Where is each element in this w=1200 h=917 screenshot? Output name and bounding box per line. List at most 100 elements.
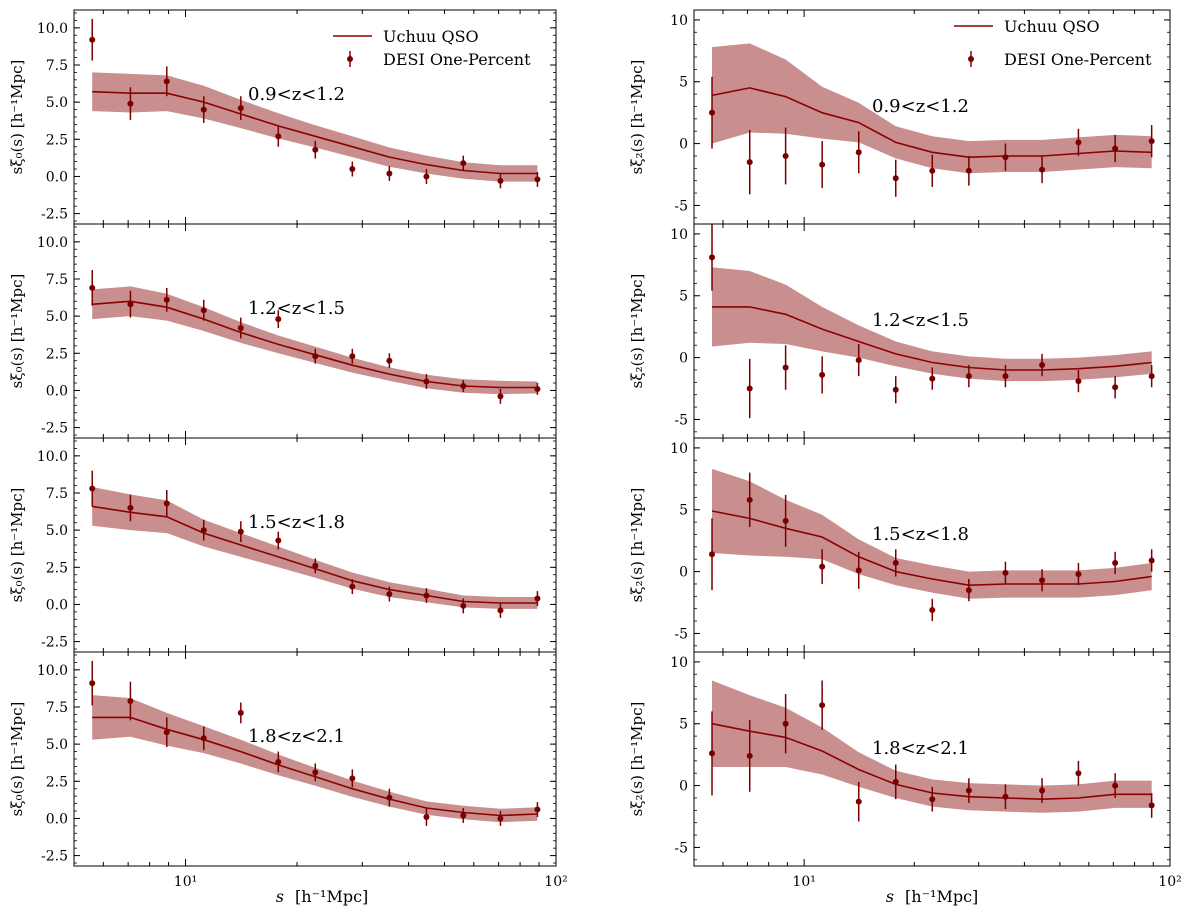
data-point — [163, 729, 170, 736]
data-point — [782, 364, 789, 371]
data-point — [1002, 154, 1009, 161]
data-point — [929, 606, 936, 613]
y-tick-label: -2.5 — [41, 421, 68, 437]
y-axis-label: sξ₀(s) [h⁻¹Mpc] — [8, 488, 26, 603]
data-point — [163, 500, 170, 507]
legend-left: Uchuu QSO DESI One-Percent — [333, 27, 531, 69]
data-point — [855, 567, 862, 574]
legend-model-label: Uchuu QSO — [1004, 17, 1100, 36]
xlabel-right: s [h⁻¹Mpc] — [886, 887, 979, 906]
data-point — [819, 161, 826, 168]
data-point — [746, 752, 753, 759]
y-tick-label: -2.5 — [41, 207, 68, 223]
data-point — [855, 149, 862, 156]
y-tick-label: 10.0 — [37, 235, 68, 251]
data-point — [534, 595, 541, 602]
data-point — [929, 375, 936, 382]
data-point — [237, 325, 244, 332]
data-point — [746, 385, 753, 392]
data-point — [386, 170, 393, 177]
panel-quadrupole-2: -5 0 5 10 1.2<z<1.5 sξ₂(s) [h⁻¹Mpc] — [628, 223, 1171, 439]
xlabel-main: s — [886, 887, 894, 906]
data-point — [892, 386, 899, 393]
panel-monopole-4: -2.5 0.0 2.5 5.0 7.5 10.0 10¹ 10² 1.8<z<2.1 sξ₀(s… — [8, 651, 568, 890]
data-point — [782, 517, 789, 524]
legend-point-swatch — [968, 56, 974, 62]
y-tick-label: 7.5 — [46, 486, 68, 502]
data-point — [275, 316, 282, 323]
data-point — [1039, 787, 1046, 794]
data-point — [746, 159, 753, 166]
panel-frame — [73, 437, 557, 653]
data-point — [534, 806, 541, 813]
data-point — [892, 559, 899, 566]
data-point — [1148, 802, 1155, 809]
data-point — [127, 698, 134, 705]
x-tick-label: 10¹ — [792, 874, 815, 890]
legend-point-swatch — [347, 56, 353, 62]
data-point — [423, 173, 430, 180]
data-point — [534, 176, 541, 183]
data-point — [386, 591, 393, 598]
data-point — [127, 504, 134, 511]
data-point — [460, 812, 467, 819]
data-point — [965, 787, 972, 794]
y-tick-label: -5 — [674, 198, 688, 214]
panel-frame — [73, 223, 557, 439]
y-axis-label: sξ₀(s) [h⁻¹Mpc] — [8, 274, 26, 389]
panels-layer: -2.5 0.0 2.5 5.0 7.5 10.0 0.9<z<1.2 sξ₀(s) [h⁻¹… — [8, 9, 1182, 890]
redshift-label: 1.8<z<2.1 — [872, 738, 969, 759]
panel-monopole-2: -2.5 0.0 2.5 5.0 7.5 10.0 1.2<z<1.5 sξ₀(s) [h⁻¹… — [8, 223, 557, 439]
y-tick-label: 0.0 — [46, 597, 68, 613]
x-tick-label: 10¹ — [174, 874, 197, 890]
y-axis-label: sξ₂(s) [h⁻¹Mpc] — [628, 274, 646, 389]
data-point — [709, 109, 716, 116]
y-tick-label: 5 — [679, 75, 688, 91]
redshift-label: 1.2<z<1.5 — [872, 310, 969, 331]
data-point — [89, 485, 96, 492]
data-point — [1112, 384, 1119, 391]
y-axis-label: sξ₂(s) [h⁻¹Mpc] — [628, 488, 646, 603]
redshift-label: 0.9<z<1.2 — [248, 84, 345, 105]
data-point — [709, 551, 716, 558]
model-band — [712, 43, 1152, 174]
data-point — [163, 296, 170, 303]
y-tick-label: 5.0 — [46, 309, 68, 325]
data-point — [163, 78, 170, 85]
data-point — [237, 709, 244, 716]
data-point — [782, 720, 789, 727]
data-point — [1002, 373, 1009, 380]
model-band — [92, 695, 538, 823]
data-point — [497, 177, 504, 184]
data-point — [1039, 166, 1046, 173]
y-tick-label: 5 — [679, 717, 688, 733]
y-axis-label: sξ₂(s) [h⁻¹Mpc] — [628, 60, 646, 175]
legend-data-label: DESI One-Percent — [383, 50, 531, 69]
data-point — [819, 702, 826, 709]
data-point — [127, 301, 134, 308]
data-point — [200, 106, 207, 113]
panel-frame — [73, 651, 557, 867]
data-point — [497, 393, 504, 400]
svg-text:s [h⁻¹Mpc]: s [h⁻¹Mpc] — [276, 887, 369, 906]
y-tick-label: 10 — [670, 655, 688, 671]
data-point — [1148, 557, 1155, 564]
data-point — [965, 167, 972, 174]
y-tick-label: 5.0 — [46, 737, 68, 753]
data-point — [709, 750, 716, 757]
data-point — [1148, 373, 1155, 380]
data-point — [1002, 793, 1009, 800]
data-point — [89, 680, 96, 687]
data-point — [312, 146, 319, 153]
data-point — [200, 527, 207, 534]
xlabel-main: s — [276, 887, 284, 906]
data-point — [275, 537, 282, 544]
x-tick-label: 10² — [1158, 874, 1181, 890]
y-tick-label: 10 — [670, 13, 688, 29]
data-point — [965, 587, 972, 594]
data-point — [1112, 559, 1119, 566]
data-point — [892, 175, 899, 182]
redshift-label: 1.2<z<1.5 — [248, 298, 345, 319]
data-point — [349, 353, 356, 360]
